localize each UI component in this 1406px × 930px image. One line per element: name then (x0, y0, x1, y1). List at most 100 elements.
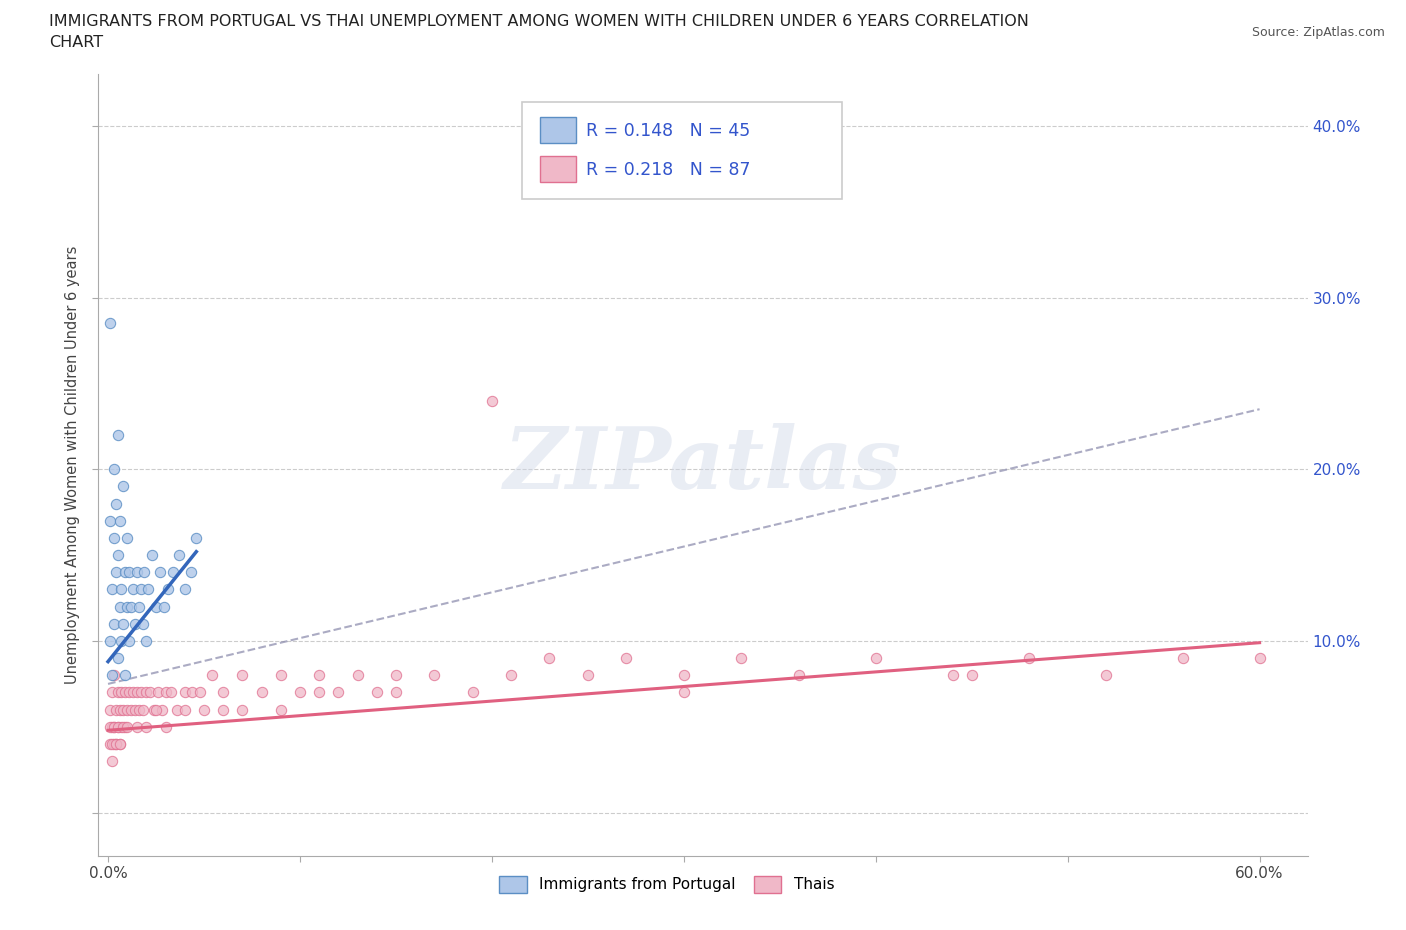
Point (115, 720, 138, 735)
Point (250, 685, 273, 700)
Point (107, 651, 129, 666)
Point (103, 720, 125, 735)
Text: CHART: CHART (49, 35, 103, 50)
Point (98, 702, 121, 717)
Point (288, 685, 311, 700)
Point (672, 685, 695, 700)
Legend: Immigrants from Portugal, Thais: Immigrants from Portugal, Thais (494, 870, 841, 898)
Point (115, 702, 138, 717)
Point (112, 479, 135, 494)
Point (108, 599, 131, 614)
Point (193, 702, 215, 717)
Text: ZIPatlas: ZIPatlas (503, 423, 903, 507)
Point (103, 530, 125, 545)
Point (366, 685, 388, 700)
Point (538, 651, 561, 666)
Point (115, 599, 138, 614)
Point (385, 685, 408, 700)
Point (98, 316, 121, 331)
Point (98, 720, 121, 735)
Text: IMMIGRANTS FROM PORTUGAL VS THAI UNEMPLOYMENT AMONG WOMEN WITH CHILDREN UNDER 6 : IMMIGRANTS FROM PORTUGAL VS THAI UNEMPLO… (49, 14, 1029, 29)
Point (128, 599, 150, 614)
Y-axis label: Unemployment Among Women with Children Under 6 years: Unemployment Among Women with Children U… (65, 246, 80, 684)
Point (98, 737, 121, 751)
Point (122, 582, 145, 597)
Point (110, 720, 132, 735)
Point (423, 668, 446, 683)
Point (101, 582, 124, 597)
Point (129, 582, 152, 597)
Point (212, 702, 235, 717)
Point (131, 702, 153, 717)
Point (114, 720, 136, 735)
Point (112, 617, 135, 631)
FancyBboxPatch shape (540, 156, 576, 182)
Point (115, 530, 138, 545)
Point (103, 720, 125, 735)
Point (114, 668, 136, 683)
Point (270, 668, 292, 683)
Point (118, 633, 141, 648)
Point (730, 651, 752, 666)
Point (124, 702, 146, 717)
Point (346, 668, 368, 683)
Point (201, 668, 224, 683)
Point (104, 702, 127, 717)
Point (118, 685, 141, 700)
Point (129, 685, 152, 700)
Point (110, 685, 132, 700)
Point (156, 582, 179, 597)
Point (101, 737, 124, 751)
Point (124, 617, 146, 631)
Point (131, 617, 153, 631)
Point (960, 668, 983, 683)
Point (155, 685, 177, 700)
Point (787, 668, 810, 683)
Point (120, 702, 142, 717)
Point (104, 737, 127, 751)
Point (141, 548, 163, 563)
Point (114, 685, 136, 700)
Point (173, 702, 195, 717)
Point (614, 651, 637, 666)
Point (155, 720, 177, 735)
Point (231, 668, 253, 683)
Point (135, 633, 157, 648)
Point (135, 720, 157, 735)
Point (1018, 651, 1040, 666)
Point (108, 513, 131, 528)
Point (481, 393, 503, 408)
Point (107, 720, 129, 735)
Point (152, 599, 174, 614)
Point (104, 737, 127, 751)
Point (107, 428, 129, 443)
Point (385, 668, 408, 683)
Point (186, 530, 208, 545)
Point (104, 497, 127, 512)
Point (108, 737, 131, 751)
Point (941, 668, 963, 683)
Point (98, 513, 121, 528)
Point (108, 702, 131, 717)
Point (98, 633, 121, 648)
Point (136, 582, 159, 597)
Point (167, 548, 190, 563)
Point (150, 702, 173, 717)
Point (162, 565, 184, 579)
Point (101, 753, 124, 768)
Point (328, 685, 350, 700)
Point (146, 685, 169, 700)
Point (180, 565, 202, 579)
Point (308, 668, 330, 683)
Point (128, 702, 150, 717)
Point (114, 565, 136, 579)
Point (181, 685, 204, 700)
Point (134, 565, 156, 579)
Point (101, 685, 124, 700)
Point (118, 565, 141, 579)
Point (103, 668, 125, 683)
Point (231, 702, 253, 717)
Point (145, 702, 167, 717)
Point (672, 668, 695, 683)
Point (173, 685, 195, 700)
